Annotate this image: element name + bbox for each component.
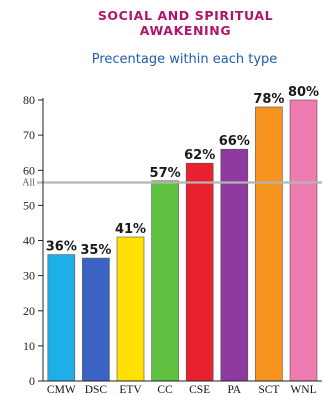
bar-cc (151, 180, 179, 382)
bar-value-label: 35% (80, 243, 111, 258)
bar-sct (255, 106, 283, 382)
x-tick-label: PA (227, 384, 241, 395)
bar-dsc (82, 257, 110, 382)
y-tick-label: 10 (23, 339, 35, 353)
chart-title-line-2: AWAKENING (139, 23, 232, 38)
x-tick-label: ETV (119, 384, 142, 395)
chart-title-line-1: SOCIAL AND SPIRITUAL (97, 8, 274, 23)
y-tick-label: 20 (23, 304, 35, 318)
reference-line-label: All (22, 178, 35, 189)
bar-cmw (47, 254, 76, 382)
y-tick-label: 30 (23, 269, 35, 283)
bar-wnl (289, 99, 318, 382)
x-tick-label: CSE (189, 384, 210, 395)
x-tick-label: CMW (47, 384, 76, 395)
bar-pa (220, 148, 249, 382)
y-tick-label: 0 (29, 374, 35, 388)
chart-subtitle: Precentage within each type (91, 52, 278, 67)
y-tick-label: 40 (23, 234, 35, 248)
y-tick-label: 60 (23, 163, 35, 177)
bar-value-label: 66% (219, 134, 250, 149)
bar-value-label: 57% (150, 166, 181, 181)
bar-etv (116, 236, 145, 382)
x-tick-label: WNL (290, 384, 316, 395)
x-tick-label: DSC (85, 384, 108, 395)
x-tick-label: CC (157, 384, 173, 395)
y-tick-label: 70 (23, 128, 35, 142)
bar-value-label: 80% (288, 85, 319, 100)
bar-value-label: 41% (115, 222, 146, 237)
y-tick-label: 50 (23, 198, 35, 212)
x-tick-label: SCT (258, 384, 279, 395)
bar-cse (185, 162, 214, 382)
y-tick-label: 80 (23, 93, 35, 107)
bar-value-label: 36% (46, 240, 77, 255)
bar-value-label: 62% (184, 148, 215, 163)
bar-value-label: 78% (253, 92, 284, 107)
